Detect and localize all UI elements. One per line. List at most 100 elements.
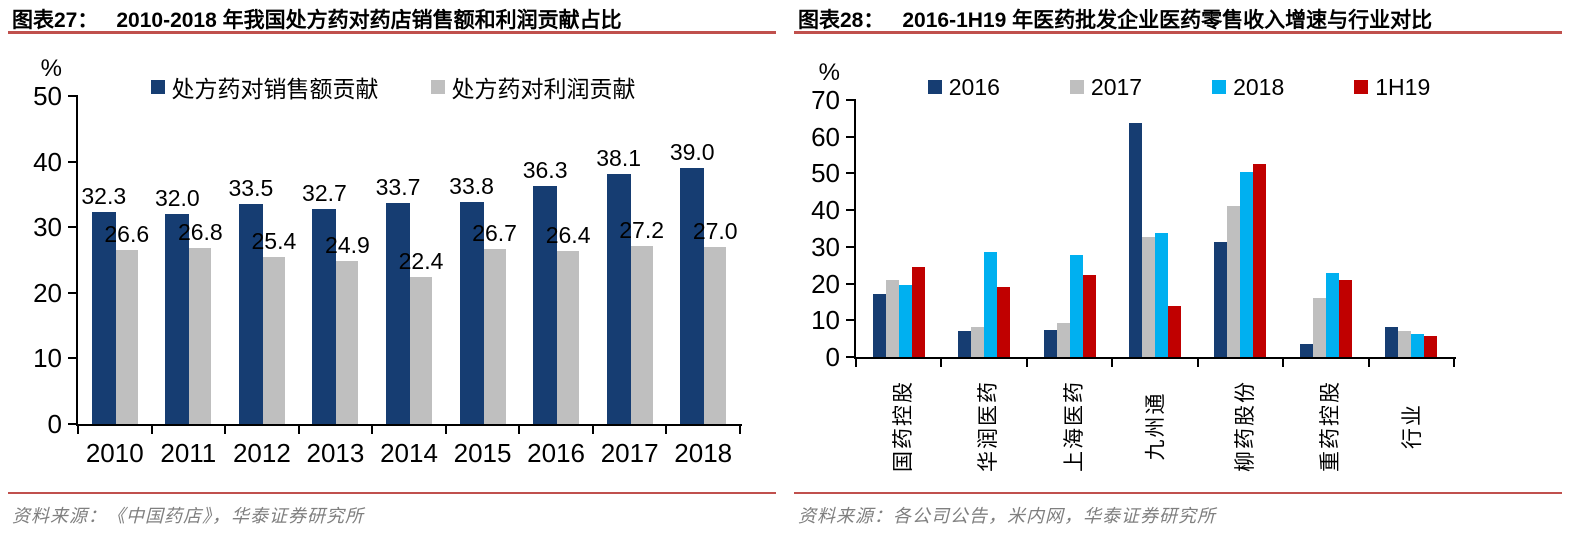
- bar: [1385, 327, 1399, 357]
- y-tick-label: 0: [47, 409, 62, 439]
- source-note: 资料来源：各公司公告，米内网，华泰证券研究所: [798, 506, 1216, 526]
- bar: [410, 277, 432, 424]
- y-tick: [846, 282, 856, 285]
- bar: [1142, 236, 1155, 357]
- x-tick: [855, 359, 857, 367]
- x-category-label: 行业: [1401, 403, 1425, 449]
- bar: [1411, 333, 1425, 357]
- y-tick: [846, 319, 856, 322]
- legend-item: 处方药对销售额贡献: [150, 70, 379, 104]
- x-tick: [297, 426, 300, 434]
- bar: [483, 248, 506, 424]
- y-tick: [846, 99, 856, 101]
- x-category-cell: 行业: [1369, 367, 1454, 485]
- y-tick: [846, 356, 856, 358]
- bar: [958, 331, 972, 357]
- bar: [606, 174, 631, 424]
- bar: [1424, 336, 1438, 357]
- x-tick: [940, 359, 943, 367]
- x-category-cell: 重药控股: [1283, 367, 1368, 485]
- source-note: 资料来源：《中国药店》，华泰证券研究所: [12, 506, 364, 526]
- y-tick: [68, 357, 78, 360]
- bar: [630, 245, 653, 424]
- bar-value-label: 38.1: [596, 145, 642, 172]
- bar: [165, 214, 190, 424]
- legend-item: 2018: [1212, 74, 1284, 101]
- x-category-label: 2013: [306, 438, 365, 468]
- x-tick: [1453, 359, 1455, 367]
- y-tick-label: 10: [811, 305, 840, 336]
- bar: [189, 248, 212, 424]
- x-category-label: 柳药股份: [1233, 380, 1257, 472]
- bar: [1155, 232, 1168, 357]
- bar: [1214, 241, 1228, 357]
- bar: [262, 257, 285, 424]
- y-axis: [854, 100, 856, 359]
- y-tick: [68, 160, 78, 163]
- bar-value-label: 33.7: [375, 173, 421, 200]
- figure-title: 图表28： 2016-1H19 年医药批发企业医药零售收入增速与行业对比: [798, 4, 1564, 34]
- legend-label: 2018: [1233, 73, 1285, 100]
- bar: [898, 285, 912, 357]
- y-tick-label: 40: [33, 146, 62, 177]
- x-tick: [591, 426, 594, 434]
- footer-rule: [8, 492, 776, 494]
- x-tick: [518, 426, 521, 434]
- bar: [557, 250, 580, 424]
- bar: [1056, 323, 1070, 357]
- bar-value-label: 26.4: [545, 221, 591, 248]
- bar-value-label: 26.7: [472, 219, 517, 246]
- bar: [91, 212, 116, 424]
- y-tick: [846, 245, 856, 248]
- y-tick-label: 20: [33, 277, 62, 308]
- legend-label: 2016: [948, 73, 1000, 100]
- legend-label: 处方药对销售额贡献: [171, 76, 379, 102]
- y-tick: [846, 172, 856, 175]
- bar: [336, 260, 359, 424]
- bar-value-label: 27.2: [619, 216, 665, 243]
- x-category-label: 华润医药: [977, 380, 1001, 472]
- legend-item: 2017: [1069, 74, 1142, 101]
- bar-value-label: 25.4: [251, 228, 297, 255]
- y-tick-label: 70: [811, 85, 840, 115]
- x-category-label: 九州通: [1144, 391, 1168, 461]
- figure-panel-right: 图表28： 2016-1H19 年医药批发企业医药零售收入增速与行业对比 % 20…: [786, 0, 1572, 539]
- chart-legend: 处方药对销售额贡献 处方药对利润贡献: [0, 74, 786, 102]
- y-tick: [68, 291, 78, 294]
- y-tick-label: 0: [825, 342, 840, 372]
- y-tick: [846, 135, 856, 138]
- legend-label: 处方药对利润贡献: [451, 76, 636, 102]
- bar: [1168, 305, 1181, 357]
- bar: [971, 326, 985, 357]
- x-tick: [739, 426, 741, 434]
- y-tick: [68, 423, 78, 425]
- bar: [1043, 330, 1057, 357]
- bar: [872, 294, 886, 357]
- y-tick-label: 10: [33, 343, 62, 374]
- bar-value-label: 33.5: [228, 175, 274, 202]
- x-category-label: 2010: [85, 438, 144, 468]
- x-tick: [224, 426, 227, 434]
- x-category-label: 国药控股: [892, 380, 915, 472]
- bar-value-label: 32.3: [81, 183, 127, 210]
- chart-area: % 2016 2017 2018 1H19 0 10 20 30 40 50 60 70 国药控股 华润…: [786, 36, 1572, 488]
- bar: [1299, 343, 1313, 357]
- figure-panel-left: 图表27： 2010-2018 年我国处方药对药店销售额和利润贡献占比 % 处方药…: [0, 9, 786, 526]
- bar: [1312, 298, 1326, 357]
- chart-legend: 2016 2017 2018 1H19: [786, 74, 1572, 100]
- x-category-label: 2011: [160, 438, 217, 468]
- x-axis: [76, 424, 742, 426]
- figure-number: 图表27：: [12, 9, 99, 32]
- legend-swatch-icon: [927, 80, 942, 94]
- legend-label: 1H19: [1375, 73, 1431, 100]
- x-category-cell: 柳药股份: [1198, 367, 1283, 485]
- x-category-label: 2015: [453, 438, 512, 468]
- bar: [984, 252, 998, 357]
- bar-value-label: 27.0: [692, 217, 738, 244]
- x-tick: [665, 426, 668, 434]
- bar-value-label: 32.0: [154, 185, 200, 212]
- x-category-label: 2016: [527, 438, 586, 468]
- y-tick-label: 40: [811, 195, 840, 226]
- x-category-label: 重药控股: [1319, 380, 1343, 472]
- legend-item: 处方药对利润贡献: [430, 70, 636, 104]
